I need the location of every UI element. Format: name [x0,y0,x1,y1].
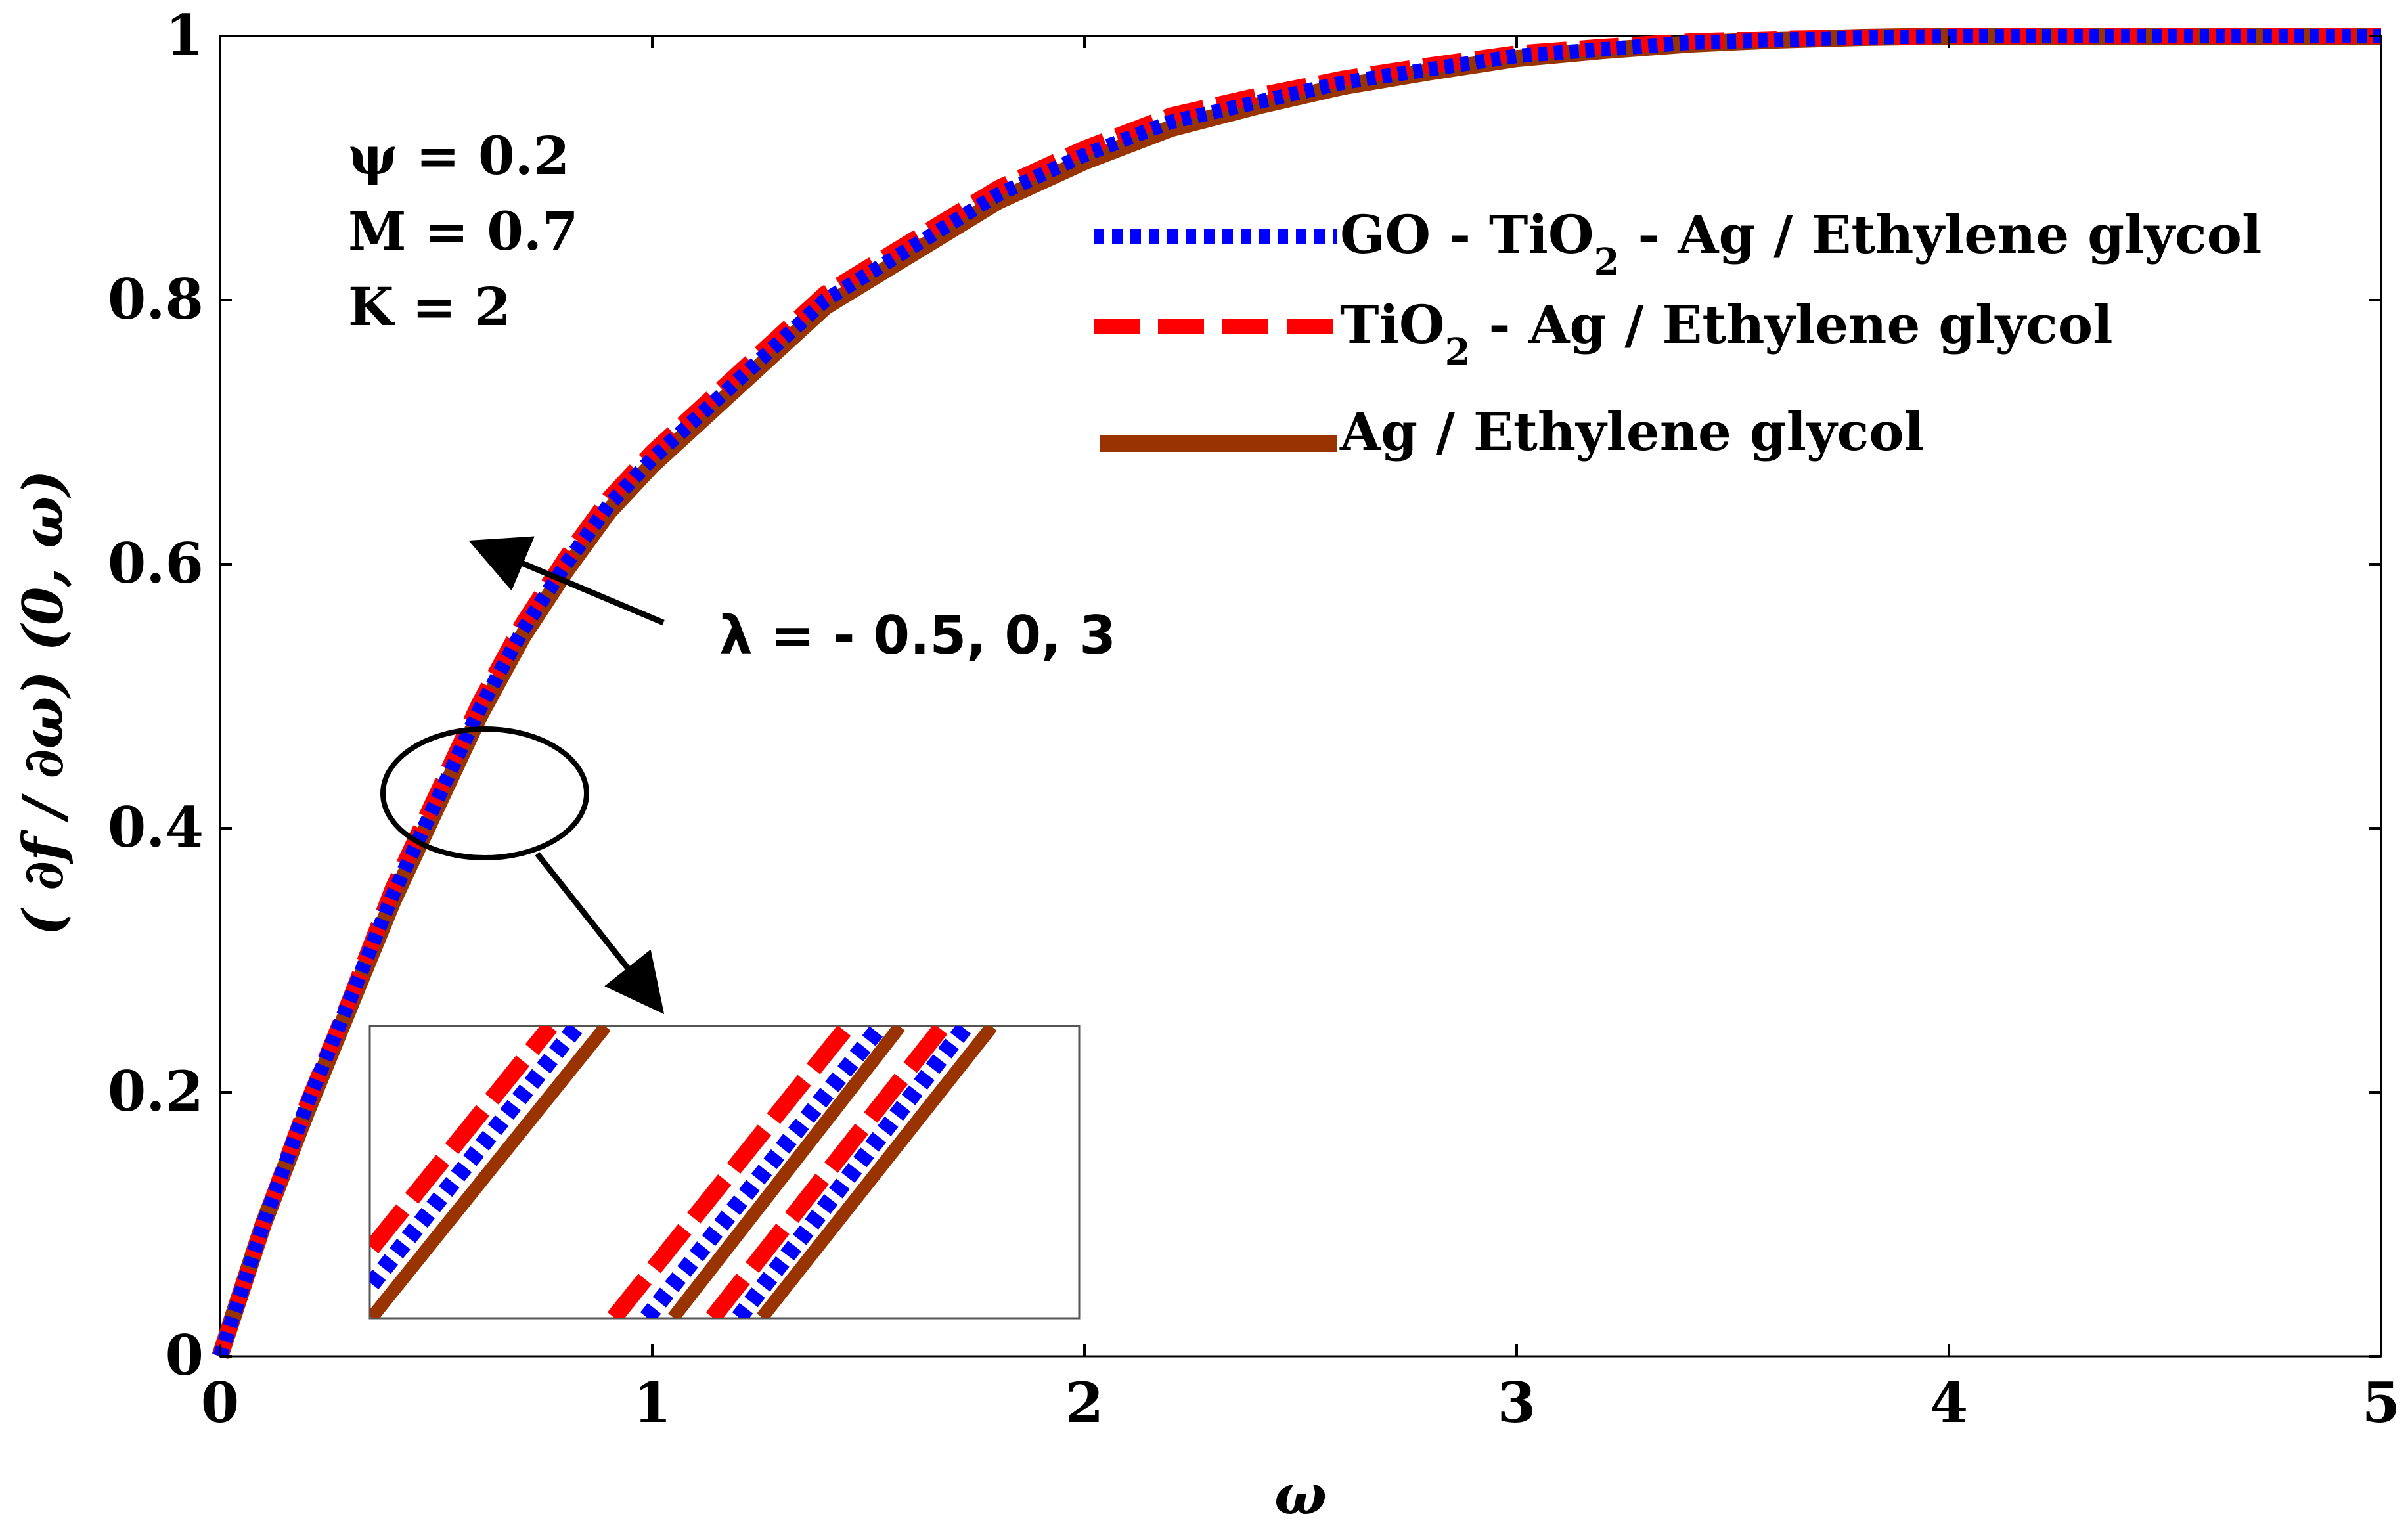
y-tick-label-5: 1 [166,3,204,68]
y-tick-label-0: 0 [166,1323,204,1388]
annotation-arrow-up [468,536,665,626]
inset-line-go-c [732,1026,973,1318]
legend-label-tio2: TiO2 - Ag / Ethylene glycol [1340,294,2112,374]
x-axis-title: ω [1274,1462,1327,1527]
legend-label-go: GO - TiO2 - Ag / Ethylene glycol [1340,204,2262,284]
x-tick-label-2: 2 [1065,1370,1104,1435]
y-axis-title: ( ∂f / ∂ω) (0, ω) [11,470,76,935]
inset-frame [368,1025,1081,1320]
inset-line-ag-b [668,1026,905,1318]
legend: GO - TiO2 - Ag / Ethylene glycol TiO2 - … [1094,204,2262,462]
inset-line-ag-c [757,1026,997,1318]
series-line-0 [213,29,2381,1359]
x-tick-label-5: 5 [2362,1370,2400,1435]
legend-label-ag: Ag / Ethylene glycol [1339,401,1924,462]
annotation-arrow-down [535,852,665,1015]
zoom-ellipse [380,726,589,860]
inset-line-go-b [640,1026,887,1318]
x-tick-label-3: 3 [1498,1370,1536,1435]
ticks-layer: 0 1 2 3 4 5 0 0.2 0.4 0.6 0.8 1 [108,3,2400,1435]
y-tick-label-2: 0.4 [108,795,204,860]
y-tick-label-1: 0.2 [108,1059,204,1124]
inset-line-go-a [370,1026,584,1290]
x-tick-label-0: 0 [201,1370,239,1435]
inset-zoom [368,1025,1081,1320]
param-k: K = 2 [348,276,511,338]
x-tick-label-4: 4 [1930,1370,1968,1435]
y-tick-label-4: 0.8 [108,267,204,332]
inset-line-ag-a [370,1026,611,1318]
param-m: M = 0.7 [348,200,578,262]
x-tick-label-1: 1 [633,1370,671,1435]
inset-line-tio2-a [370,1026,558,1254]
annotation-lambda: λ = - 0.5, 0, 3 [719,605,1116,666]
y-tick-label-3: 0.6 [108,531,204,596]
param-psi: ψ = 0.2 [348,125,569,187]
